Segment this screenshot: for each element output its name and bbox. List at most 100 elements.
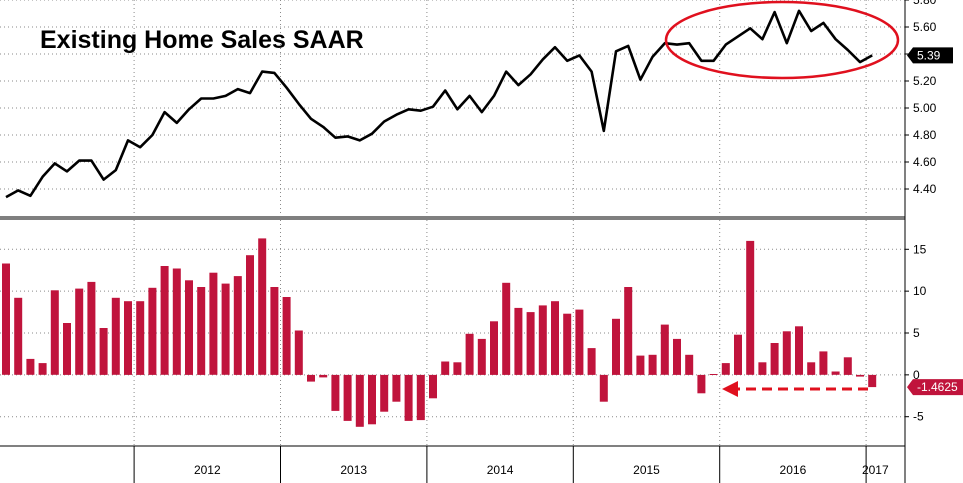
bar — [111, 297, 120, 375]
x-axis: 2012 2013 2014 2015 2016 2017 — [133, 446, 889, 483]
bar — [782, 331, 791, 375]
x-year-label: 2014 — [487, 463, 514, 477]
bar — [136, 301, 145, 375]
y-tick-label: 4.40 — [913, 182, 937, 196]
y-tick-label: 5.20 — [913, 74, 937, 88]
bar — [26, 358, 35, 375]
bar — [660, 324, 669, 375]
bar — [514, 307, 523, 375]
y-tick-label: 4.80 — [913, 128, 937, 142]
bar — [355, 374, 364, 427]
x-year-label: 2012 — [194, 463, 221, 477]
bar — [587, 348, 596, 375]
bar — [856, 374, 864, 377]
bar — [563, 313, 572, 375]
highlight-circle — [664, 0, 900, 80]
bar — [758, 362, 767, 375]
bar — [233, 276, 242, 375]
dashed-arrow-annotation — [722, 381, 868, 397]
bar — [685, 354, 694, 375]
bar — [502, 282, 511, 375]
bar — [709, 374, 718, 375]
top-y-ticks: 4.404.604.805.005.205.405.605.80 — [905, 0, 937, 196]
y-tick-label: 5.60 — [913, 20, 937, 34]
bar — [368, 374, 376, 425]
bar — [319, 374, 328, 378]
badge-shape — [907, 379, 963, 396]
bar — [87, 281, 96, 375]
bar — [819, 351, 828, 375]
badge-value: 5.39 — [917, 48, 941, 62]
bar — [50, 290, 59, 375]
x-year-label: 2013 — [340, 463, 367, 477]
bar — [441, 361, 450, 375]
bar — [697, 374, 706, 394]
bar — [831, 371, 840, 375]
bar — [453, 362, 462, 375]
last-value-badge-line: 5.39 — [907, 47, 953, 64]
y-tick-label: 4.60 — [913, 155, 937, 169]
bar — [599, 374, 608, 402]
bar — [148, 287, 157, 375]
bar — [673, 338, 681, 375]
x-year-label: 2016 — [780, 463, 807, 477]
y-tick-label: 5.00 — [913, 101, 937, 115]
bar-series — [2, 238, 877, 427]
bar — [221, 283, 230, 375]
bar — [648, 354, 657, 375]
y-tick-label: 5 — [913, 326, 920, 340]
bottom-panel-grid — [0, 220, 905, 446]
bar — [868, 374, 877, 388]
bar — [734, 334, 742, 375]
bar — [38, 363, 47, 375]
bar — [75, 288, 84, 375]
bar — [795, 326, 803, 375]
bar — [282, 297, 291, 375]
bar — [538, 305, 547, 375]
bar — [612, 318, 620, 375]
bar — [490, 321, 498, 375]
y-tick-label: 10 — [913, 284, 927, 298]
bar — [185, 280, 193, 375]
arrow-head — [722, 381, 738, 397]
bar — [294, 330, 303, 375]
bar — [209, 272, 218, 375]
badge-shape — [907, 47, 953, 64]
bar — [404, 374, 413, 421]
y-tick-label: -5 — [913, 410, 924, 424]
bar — [746, 240, 755, 375]
x-year-label: 2017 — [862, 463, 889, 477]
bar — [392, 374, 401, 402]
bar — [416, 374, 425, 421]
bar — [770, 343, 779, 375]
top-panel-grid — [0, 0, 905, 216]
bar — [124, 301, 132, 375]
bottom-y-ticks: -5 0 5 10 15 — [905, 242, 927, 424]
bar — [429, 374, 437, 399]
last-value-badge-bar: -1.4625 — [907, 379, 963, 396]
bar — [636, 355, 645, 375]
line-path — [5, 9, 873, 199]
bar — [172, 268, 181, 375]
bar — [551, 301, 559, 375]
x-year-label: 2015 — [633, 463, 660, 477]
y-tick-label: 15 — [913, 242, 927, 256]
y-tick-label: 0 — [913, 368, 920, 382]
bar — [331, 374, 340, 411]
bar — [843, 357, 852, 375]
bar — [465, 333, 474, 375]
bar — [197, 287, 206, 375]
bar — [307, 374, 315, 382]
bar — [246, 255, 254, 375]
bar — [258, 238, 267, 375]
bar — [380, 374, 389, 412]
bar — [807, 362, 816, 375]
bar — [477, 338, 486, 375]
bar — [63, 323, 71, 375]
chart-title: Existing Home Sales SAAR — [40, 26, 364, 54]
bar — [526, 312, 535, 375]
badge-value: -1.4625 — [917, 380, 958, 394]
bar — [14, 297, 23, 375]
bar — [2, 263, 10, 375]
